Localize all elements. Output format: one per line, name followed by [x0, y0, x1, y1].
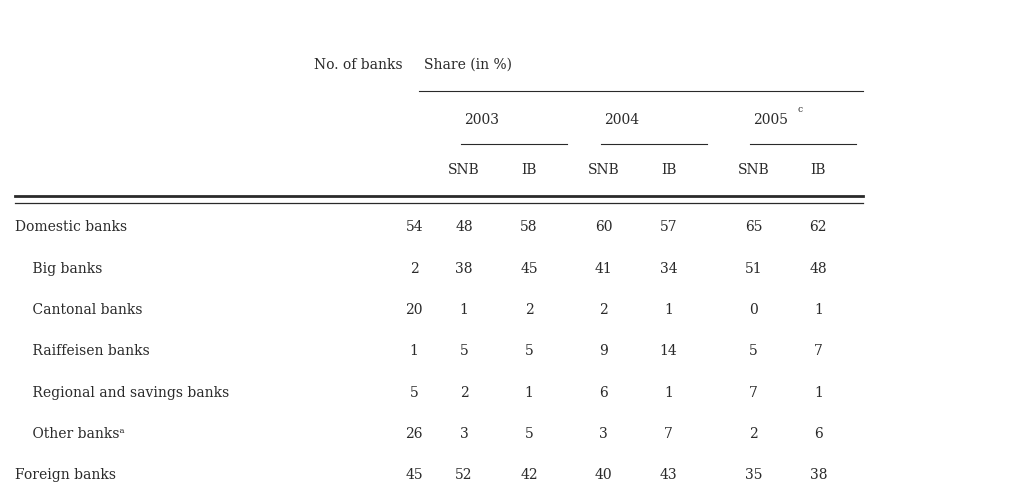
Text: Domestic banks: Domestic banks: [15, 220, 127, 234]
Text: 38: 38: [809, 468, 827, 483]
Text: 65: 65: [745, 220, 762, 234]
Text: 9: 9: [600, 345, 608, 358]
Text: SNB: SNB: [738, 163, 770, 177]
Text: 1: 1: [664, 386, 673, 400]
Text: 51: 51: [744, 262, 762, 276]
Text: 2004: 2004: [604, 113, 639, 127]
Text: 3: 3: [460, 427, 468, 441]
Text: 40: 40: [595, 468, 613, 483]
Text: c: c: [797, 104, 802, 114]
Text: 20: 20: [405, 303, 422, 317]
Text: 54: 54: [405, 220, 423, 234]
Text: 1: 1: [410, 345, 418, 358]
Text: Other banksᵃ: Other banksᵃ: [15, 427, 125, 441]
Text: 2: 2: [600, 303, 608, 317]
Text: 1: 1: [664, 303, 673, 317]
Text: 2: 2: [749, 427, 757, 441]
Text: SNB: SNB: [448, 163, 479, 177]
Text: 52: 52: [455, 468, 472, 483]
Text: 38: 38: [455, 262, 472, 276]
Text: 6: 6: [814, 427, 823, 441]
Text: 2: 2: [524, 303, 533, 317]
Text: 6: 6: [600, 386, 608, 400]
Text: Regional and savings banks: Regional and savings banks: [15, 386, 229, 400]
Text: 48: 48: [455, 220, 473, 234]
Text: IB: IB: [521, 163, 536, 177]
Text: Big banks: Big banks: [15, 262, 103, 276]
Text: 7: 7: [813, 345, 823, 358]
Text: 5: 5: [410, 386, 418, 400]
Text: 45: 45: [520, 262, 538, 276]
Text: 1: 1: [813, 303, 823, 317]
Text: Cantonal banks: Cantonal banks: [15, 303, 143, 317]
Text: 2: 2: [460, 386, 468, 400]
Text: 41: 41: [595, 262, 613, 276]
Text: Raiffeisen banks: Raiffeisen banks: [15, 345, 150, 358]
Text: IB: IB: [661, 163, 676, 177]
Text: 58: 58: [520, 220, 538, 234]
Text: 2003: 2003: [464, 113, 499, 127]
Text: 14: 14: [660, 345, 678, 358]
Text: 5: 5: [524, 427, 533, 441]
Text: 1: 1: [460, 303, 468, 317]
Text: 7: 7: [749, 386, 757, 400]
Text: 62: 62: [809, 220, 827, 234]
Text: 42: 42: [520, 468, 538, 483]
Text: 35: 35: [745, 468, 762, 483]
Text: 60: 60: [596, 220, 613, 234]
Text: SNB: SNB: [588, 163, 620, 177]
Text: Share (in %): Share (in %): [425, 58, 512, 72]
Text: 48: 48: [809, 262, 827, 276]
Text: 1: 1: [813, 386, 823, 400]
Text: 2005: 2005: [753, 113, 788, 127]
Text: 1: 1: [524, 386, 533, 400]
Text: 0: 0: [749, 303, 757, 317]
Text: 3: 3: [600, 427, 608, 441]
Text: 5: 5: [460, 345, 468, 358]
Text: 57: 57: [660, 220, 677, 234]
Text: IB: IB: [810, 163, 826, 177]
Text: 5: 5: [749, 345, 757, 358]
Text: 7: 7: [664, 427, 673, 441]
Text: 26: 26: [405, 427, 422, 441]
Text: 43: 43: [660, 468, 677, 483]
Text: 45: 45: [405, 468, 423, 483]
Text: Foreign banks: Foreign banks: [15, 468, 116, 483]
Text: 34: 34: [660, 262, 677, 276]
Text: 5: 5: [524, 345, 533, 358]
Text: 2: 2: [410, 262, 418, 276]
Text: No. of banks: No. of banks: [315, 58, 403, 72]
